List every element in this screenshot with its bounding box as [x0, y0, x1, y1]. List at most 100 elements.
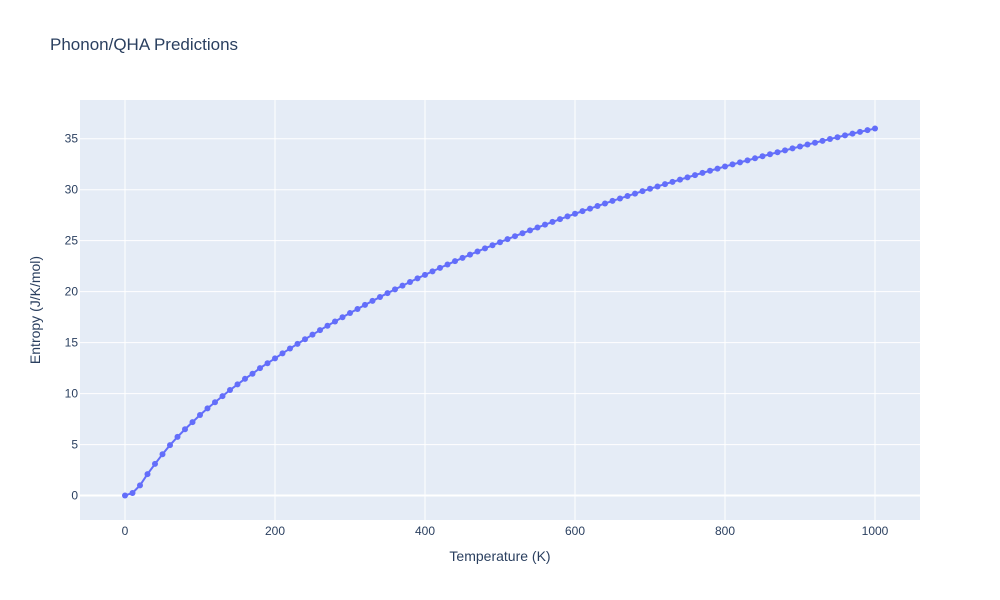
data-point[interactable]: [497, 239, 503, 246]
data-point[interactable]: [332, 318, 338, 325]
data-point[interactable]: [707, 167, 713, 174]
data-point[interactable]: [234, 381, 241, 388]
data-point[interactable]: [692, 172, 698, 179]
data-point[interactable]: [219, 393, 226, 400]
data-point[interactable]: [122, 492, 128, 499]
data-point[interactable]: [557, 216, 563, 223]
data-point[interactable]: [399, 282, 406, 289]
data-point[interactable]: [542, 221, 548, 228]
data-point[interactable]: [662, 181, 668, 188]
data-point[interactable]: [654, 183, 661, 190]
data-point[interactable]: [354, 305, 361, 312]
data-point[interactable]: [144, 471, 151, 478]
data-point[interactable]: [369, 297, 376, 304]
data-point[interactable]: [587, 205, 593, 212]
data-point[interactable]: [174, 433, 181, 440]
data-point[interactable]: [722, 163, 728, 170]
data-point[interactable]: [407, 278, 413, 285]
data-point[interactable]: [759, 153, 766, 160]
data-point[interactable]: [347, 310, 353, 317]
data-point[interactable]: [317, 327, 323, 334]
data-point[interactable]: [309, 331, 316, 338]
data-point[interactable]: [287, 345, 293, 352]
data-point[interactable]: [639, 188, 646, 195]
data-point[interactable]: [482, 245, 488, 252]
data-point[interactable]: [549, 218, 556, 225]
data-point[interactable]: [594, 203, 601, 210]
data-point[interactable]: [519, 230, 526, 237]
data-point[interactable]: [384, 290, 391, 297]
data-point[interactable]: [609, 197, 616, 204]
data-point[interactable]: [159, 451, 166, 458]
data-point[interactable]: [137, 482, 143, 489]
data-point[interactable]: [774, 149, 781, 156]
data-point[interactable]: [429, 268, 436, 275]
data-point[interactable]: [872, 125, 878, 132]
data-point[interactable]: [624, 193, 631, 200]
data-point[interactable]: [339, 314, 346, 321]
data-point[interactable]: [819, 137, 826, 144]
data-point[interactable]: [729, 161, 736, 168]
data-point[interactable]: [677, 176, 683, 183]
data-point[interactable]: [579, 208, 586, 215]
data-point[interactable]: [842, 132, 848, 139]
data-point[interactable]: [864, 127, 871, 134]
data-point[interactable]: [129, 489, 136, 496]
data-point[interactable]: [647, 185, 653, 192]
data-point[interactable]: [504, 236, 511, 243]
data-point[interactable]: [834, 134, 841, 141]
data-point[interactable]: [197, 412, 203, 418]
data-point[interactable]: [422, 271, 428, 278]
data-point[interactable]: [602, 200, 608, 207]
data-point[interactable]: [264, 360, 271, 367]
data-point[interactable]: [767, 151, 773, 158]
data-point[interactable]: [699, 169, 706, 176]
data-point[interactable]: [572, 210, 578, 217]
data-point[interactable]: [744, 157, 751, 164]
data-point[interactable]: [564, 213, 571, 220]
data-point[interactable]: [152, 460, 158, 467]
data-point[interactable]: [257, 365, 263, 372]
data-point[interactable]: [444, 261, 451, 268]
data-point[interactable]: [272, 355, 278, 362]
data-point[interactable]: [849, 130, 856, 137]
data-point[interactable]: [812, 139, 818, 146]
data-point[interactable]: [212, 399, 218, 406]
data-point[interactable]: [804, 141, 811, 148]
data-point[interactable]: [452, 258, 458, 265]
data-point[interactable]: [467, 251, 473, 258]
data-point[interactable]: [789, 145, 796, 152]
data-point[interactable]: [249, 370, 256, 377]
data-point[interactable]: [204, 405, 211, 412]
data-point[interactable]: [632, 190, 638, 197]
data-point[interactable]: [512, 233, 518, 240]
data-point[interactable]: [167, 442, 173, 449]
data-point[interactable]: [489, 242, 496, 249]
data-point[interactable]: [182, 426, 188, 433]
data-point[interactable]: [857, 128, 863, 135]
data-point[interactable]: [617, 195, 623, 202]
data-point[interactable]: [474, 248, 481, 255]
data-point[interactable]: [797, 143, 803, 150]
data-point[interactable]: [714, 165, 721, 172]
data-point[interactable]: [242, 375, 248, 382]
data-point[interactable]: [392, 286, 398, 293]
data-point[interactable]: [437, 264, 443, 271]
data-point[interactable]: [669, 178, 676, 185]
data-point[interactable]: [414, 275, 421, 282]
data-point[interactable]: [534, 224, 541, 231]
data-point[interactable]: [459, 254, 466, 261]
data-point[interactable]: [362, 301, 368, 308]
data-point[interactable]: [294, 340, 301, 347]
data-point[interactable]: [227, 387, 233, 394]
data-point[interactable]: [302, 336, 308, 343]
data-point[interactable]: [527, 227, 533, 234]
data-point[interactable]: [324, 322, 331, 329]
data-point[interactable]: [279, 350, 286, 357]
data-point[interactable]: [377, 294, 383, 301]
data-point[interactable]: [827, 136, 833, 143]
data-point[interactable]: [189, 419, 196, 426]
data-point[interactable]: [737, 159, 743, 166]
data-point[interactable]: [782, 147, 788, 154]
data-point[interactable]: [684, 174, 691, 181]
